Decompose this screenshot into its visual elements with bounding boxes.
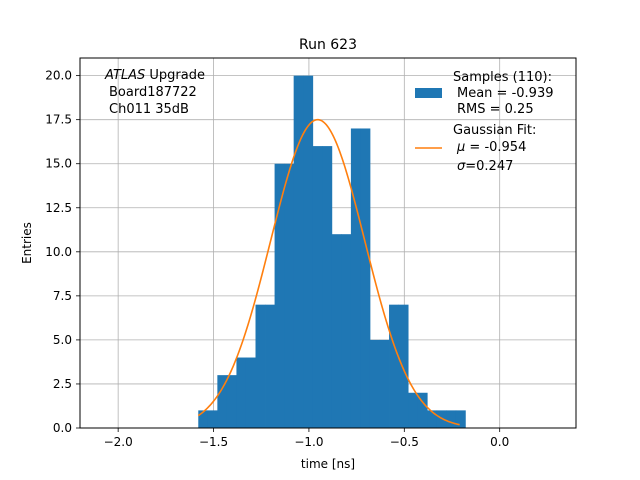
histogram-bar [274, 163, 285, 428]
histogram-bar [293, 75, 304, 428]
histogram-bar [207, 410, 218, 428]
histogram-bar [408, 392, 419, 428]
mu-symbol: μ [456, 140, 465, 155]
y-axis-label: Entries [20, 222, 34, 264]
histogram-bar [427, 410, 438, 428]
histogram-bar [217, 375, 228, 428]
y-tick-label: 20.0 [45, 69, 72, 83]
legend-fit-mu-value: = -0.954 [465, 140, 526, 155]
y-tick-label: 12.5 [45, 201, 72, 215]
legend-samples-swatch [415, 88, 442, 98]
gaussian-fit-curve [197, 118, 460, 426]
annotation-line-3: Ch011 35dB [109, 102, 189, 117]
histogram-bar [226, 375, 237, 428]
axis-ticks: −2.0 −1.5 −1.0 −0.5 0.0 0.0 2.5 5.0 7.5 10.0 12.5 1… [45, 69, 509, 449]
y-tick-label: 2.5 [53, 377, 72, 391]
histogram-bar [284, 163, 295, 428]
x-tick-label: 0.0 [490, 435, 509, 449]
legend: Samples (110): Mean = -0.939 RMS = 0.25 … [415, 70, 553, 174]
y-tick-label: 0.0 [53, 421, 72, 435]
histogram-bar [341, 234, 352, 428]
histogram-bar [198, 410, 209, 428]
atlas-annotation: ATLAS Upgrade Board187722 Ch011 35dB [104, 68, 205, 117]
legend-samples-mean: Mean = -0.939 [457, 86, 553, 101]
histogram-bar [417, 392, 428, 428]
annotation-atlas: ATLAS [104, 68, 145, 83]
x-tick-label: −1.5 [199, 435, 228, 449]
y-tick-label: 5.0 [53, 333, 72, 347]
gaussian-fit [197, 118, 460, 426]
y-tick-label: 10.0 [45, 245, 72, 259]
histogram-bar [255, 304, 266, 428]
y-tick-label: 15.0 [45, 157, 72, 171]
x-tick-label: −2.0 [104, 435, 133, 449]
y-tick-label: 7.5 [53, 289, 72, 303]
legend-samples-title: Samples (110): [453, 70, 552, 85]
histogram-bar [236, 357, 247, 428]
x-tick-label: −1.0 [294, 435, 323, 449]
histogram-bar [245, 357, 256, 428]
x-axis-label: time [ns] [301, 457, 355, 471]
histogram-bar [389, 304, 399, 428]
axes-frame [79, 57, 577, 429]
histogram-bar [350, 128, 361, 428]
legend-samples-rms: RMS = 0.25 [457, 102, 534, 117]
annotation-line-2: Board187722 [109, 85, 197, 100]
histogram-bar [455, 410, 466, 428]
annotation-line-1: ATLAS Upgrade [104, 68, 205, 83]
legend-fit-title: Gaussian Fit: [453, 123, 536, 138]
histogram-bar [331, 234, 342, 428]
histogram-bars [198, 75, 466, 428]
histogram-bar [265, 304, 275, 428]
sigma-symbol: σ [457, 159, 466, 174]
x-tick-label: −0.5 [390, 435, 419, 449]
legend-fit-sigma: σ=0.247 [457, 159, 513, 174]
histogram-bar [312, 146, 323, 428]
histogram-bar [360, 128, 371, 428]
legend-fit-sigma-value: =0.247 [465, 159, 513, 174]
histogram-bar [398, 304, 409, 428]
histogram-bar [446, 410, 457, 428]
annotation-upgrade: Upgrade [145, 68, 205, 83]
histogram-bar [322, 146, 333, 428]
histogram-bar [303, 75, 314, 428]
histogram-bar [369, 339, 380, 428]
chart-title: Run 623 [299, 37, 357, 53]
histogram-bar [379, 339, 390, 428]
legend-fit-mu: μ = -0.954 [456, 140, 526, 155]
y-tick-label: 17.5 [45, 113, 72, 127]
